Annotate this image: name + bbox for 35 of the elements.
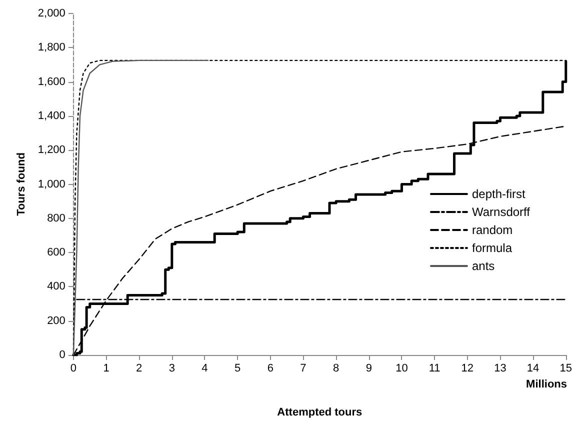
x-tick-label: 15 [560,362,572,374]
x-tick-label: 8 [333,362,340,374]
y-axis-title: Tours found [16,152,28,216]
y-tick-label: 2,000 [38,8,66,20]
y-tick-label: 600 [47,246,66,259]
x-tick-label: 13 [494,362,506,374]
legend-label: depth-first [472,187,526,201]
x-tick-label: 9 [366,362,372,374]
x-tick-label: 7 [300,362,306,374]
x-tick-label: 10 [396,362,408,374]
x-tick-label: 3 [168,362,175,374]
y-tick-label: 200 [47,314,66,327]
legend-label: Warnsdorff [472,205,531,219]
y-tick-label: 800 [47,212,66,224]
x-tick-label: 5 [234,362,241,374]
y-tick-label: 400 [47,280,66,293]
x-tick-label: 1 [103,362,110,374]
text: Millions [526,378,568,390]
y-tick-label: 1,000 [38,178,66,190]
x-tick-label: 0 [70,362,76,374]
legend-label: ants [472,259,495,273]
y-tick-label: 0 [59,349,66,361]
y-tick-label: 1,200 [38,144,66,156]
y-tick-label: 1,600 [38,76,66,88]
x-tick-label: 2 [136,362,142,374]
y-tick-label: 1,800 [38,42,66,54]
x-tick-label: 12 [461,362,474,374]
legend-label: formula [472,241,512,255]
y-tick-label: 1,400 [38,110,66,122]
legend-label: random [472,223,513,237]
x-tick-label: 14 [526,362,540,374]
x-axis-title: Attempted tours [277,406,362,418]
x-tick-label: 11 [428,362,440,374]
x-tick-label: 6 [267,362,274,374]
x-tick-label: 4 [202,362,208,374]
